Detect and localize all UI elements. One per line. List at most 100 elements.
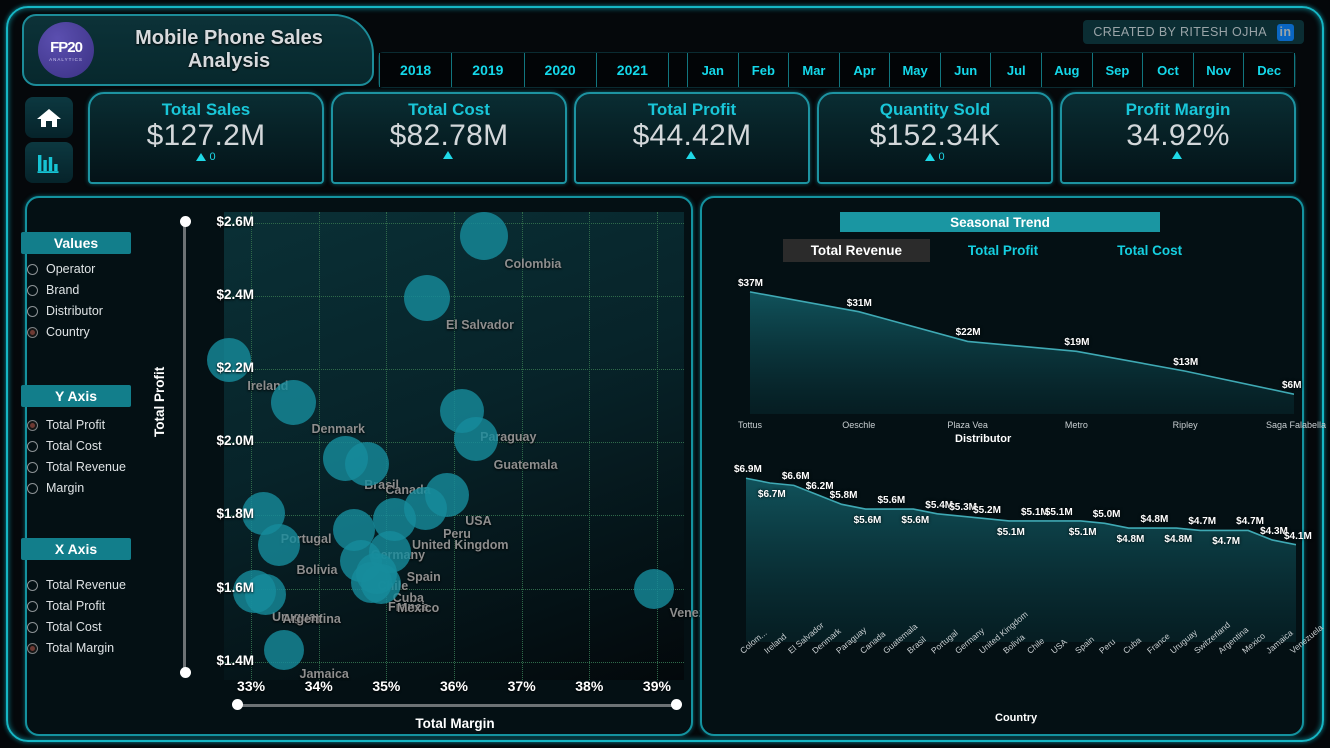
scatter-bubble[interactable] (270, 379, 316, 425)
logo-secondary-text: ANALYTICS (49, 56, 83, 62)
linkedin-icon[interactable]: in (1277, 23, 1294, 41)
scatter-y-tick: $1.6M (216, 579, 254, 595)
radio-values-country[interactable]: Country (27, 325, 90, 339)
slicer-month-oct[interactable]: Oct (1143, 53, 1194, 87)
kpi-card-profit-margin[interactable]: Profit Margin 34.92% (1060, 92, 1296, 184)
radio-button-icon[interactable] (27, 482, 38, 494)
radio-label: Total Profit (46, 599, 106, 613)
radio-button-icon[interactable] (27, 621, 38, 633)
scatter-x-tick: 36% (439, 678, 469, 694)
nav-report-button[interactable] (25, 142, 73, 183)
slicer-month-dec[interactable]: Dec (1244, 53, 1295, 87)
data-label: $31M (846, 297, 872, 309)
kpi-card-total-profit[interactable]: Total Profit $44.42M (574, 92, 810, 184)
radio-values-operator[interactable]: Operator (27, 262, 95, 276)
radio-button-icon[interactable] (27, 600, 38, 612)
slicer-month-feb[interactable]: Feb (738, 53, 790, 87)
slicer-month-apr[interactable]: Apr (839, 53, 891, 87)
radio-button-icon[interactable] (27, 440, 38, 452)
slicer-month-nov[interactable]: Nov (1193, 53, 1245, 87)
scatter-plot-area[interactable]: Colombia El Salvador Ireland Denmark Paragua… (207, 211, 730, 681)
radio-x-axis-total-profit[interactable]: Total Profit (27, 599, 105, 613)
values-group-header: Values (21, 232, 131, 254)
area-line (745, 477, 1296, 546)
radio-y-axis-total-cost[interactable]: Total Cost (27, 439, 102, 453)
tab-total-revenue[interactable]: Total Revenue (783, 239, 930, 262)
scatter-bubble[interactable] (263, 630, 304, 671)
seasonal-tab-bar: Total Revenue Total Profit Total Cost (783, 239, 1223, 262)
radio-button-icon[interactable] (27, 461, 38, 473)
tab-total-profit[interactable]: Total Profit (967, 243, 1039, 258)
slicer-year-2019[interactable]: 2019 (452, 53, 525, 87)
scatter-x-range-slider[interactable] (232, 699, 682, 711)
scatter-bubble[interactable] (460, 211, 509, 260)
scatter-chart[interactable]: Colombia El Salvador Ireland Denmark Paragua… (207, 211, 730, 681)
data-label: $13M (1173, 357, 1199, 369)
kpi-title: Total Sales (161, 100, 251, 119)
slider-knob-left[interactable] (232, 699, 243, 710)
kpi-delta: 0 (925, 151, 945, 163)
slicer-year-2021[interactable]: 2021 (596, 53, 669, 87)
kpi-card-total-cost[interactable]: Total Cost $82.78M (331, 92, 567, 184)
nav-home-button[interactable] (25, 97, 73, 138)
distributor-area-chart[interactable]: $37M $31M $22M $19M $13M $6M Tottus Oeschle Plaz… (738, 268, 1326, 443)
radio-values-distributor[interactable]: Distributor (27, 304, 103, 318)
slicer-month-jan[interactable]: Jan (687, 53, 739, 87)
radio-x-axis-total-cost[interactable]: Total Cost (27, 620, 102, 634)
category-label: Metro (1064, 420, 1088, 430)
scatter-bubble[interactable] (207, 338, 252, 383)
scatter-bubble[interactable] (345, 442, 390, 487)
slicer-year-2020[interactable]: 2020 (524, 53, 597, 87)
radio-button-icon[interactable] (27, 419, 38, 431)
radio-y-axis-total-profit[interactable]: Total Profit (27, 418, 105, 432)
radio-y-axis-margin[interactable]: Margin (27, 481, 84, 495)
slider-knob-right[interactable] (671, 699, 682, 710)
scatter-bubble-label: Mexico (396, 601, 440, 616)
kpi-delta-value: 0 (938, 151, 945, 163)
radio-values-brand[interactable]: Brand (27, 283, 79, 297)
grid-line-horizontal (224, 515, 684, 517)
grid-line-horizontal (224, 661, 684, 663)
slicer-month-jul[interactable]: Jul (991, 53, 1043, 87)
scatter-y-range-slider[interactable] (180, 216, 191, 678)
radio-button-icon[interactable] (27, 326, 38, 338)
tab-total-cost[interactable]: Total Cost (1117, 243, 1183, 258)
slicer-month-mar[interactable]: Mar (789, 53, 840, 87)
data-label: $5.6M (901, 515, 930, 527)
scatter-bubble[interactable] (453, 416, 498, 461)
scatter-bubble[interactable] (633, 568, 674, 609)
slicer-month-may[interactable]: May (890, 53, 941, 87)
radio-y-axis-total-revenue[interactable]: Total Revenue (27, 460, 126, 474)
kpi-card-total-sales[interactable]: Total Sales $127.2M 0 (88, 92, 324, 184)
kpi-title: Quantity Sold (879, 100, 991, 119)
radio-button-icon[interactable] (27, 642, 38, 654)
slicer-month-aug[interactable]: Aug (1042, 53, 1093, 87)
data-label: $4.8M (1140, 514, 1169, 526)
data-label: $5.6M (853, 515, 882, 527)
data-label: $5.3M (949, 502, 977, 514)
area-chart-svg (745, 477, 1296, 642)
data-label: $5.8M (829, 490, 858, 502)
slicer-month-sep[interactable]: Sep (1092, 53, 1144, 87)
scatter-bubble[interactable] (403, 274, 450, 321)
scatter-bubble[interactable] (245, 573, 287, 615)
radio-button-icon[interactable] (27, 284, 38, 296)
scatter-bubble[interactable] (258, 523, 301, 566)
trend-up-icon (442, 151, 453, 159)
scatter-y-tick: $2.0M (216, 433, 254, 449)
radio-x-axis-total-revenue[interactable]: Total Revenue (27, 578, 126, 592)
radio-label: Total Revenue (46, 578, 126, 592)
scatter-bubble[interactable] (360, 564, 401, 605)
slicer-year-2018[interactable]: 2018 (379, 53, 453, 87)
kpi-card-quantity-sold[interactable]: Quantity Sold $152.34K 0 (817, 92, 1053, 184)
slicer-month-jun[interactable]: Jun (940, 53, 992, 87)
title-line-2: Analysis (187, 50, 271, 72)
country-area-chart[interactable]: $6.9M $6.7M $6.6M $6.2M $5.8M $5.6M $5.6M $5.6M… (730, 450, 1325, 695)
radio-button-icon[interactable] (27, 579, 38, 591)
slider-knob-top[interactable] (180, 216, 191, 227)
radio-button-icon[interactable] (27, 305, 38, 317)
radio-button-icon[interactable] (27, 263, 38, 275)
radio-x-axis-total-margin[interactable]: Total Margin (27, 641, 114, 655)
kpi-delta (442, 151, 456, 159)
slider-knob-bottom[interactable] (180, 667, 191, 678)
